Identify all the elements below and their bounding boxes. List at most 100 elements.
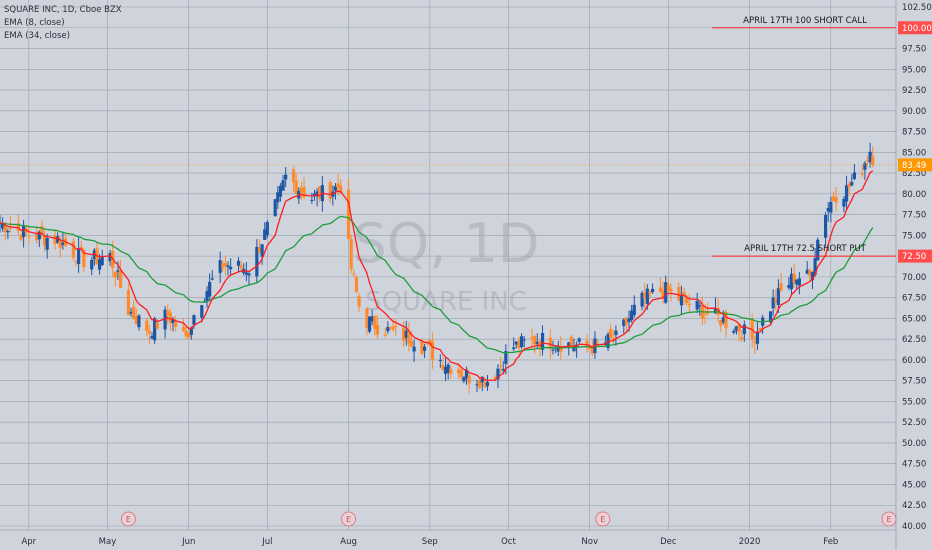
candle-body [559, 346, 563, 352]
candle-body [100, 256, 104, 266]
candle-body [449, 369, 453, 374]
candle-body [753, 341, 757, 343]
time-axis[interactable]: Apr May Jun Jul Aug Sep Oct Nov Dec 2020 Feb [0, 529, 896, 547]
price-tick-label: 87.50 [902, 128, 926, 138]
candle-body [56, 236, 60, 243]
price-axis[interactable]: 102.50 100.00 97.50 95.00 92.50 90.00 87.50 85.… [895, 0, 932, 550]
candle-body [721, 317, 725, 323]
candle-body [223, 262, 227, 266]
last-price-badge: 83.49 [898, 158, 932, 172]
candle-body [768, 311, 773, 323]
candle-body [263, 229, 267, 240]
candle-body [137, 315, 141, 328]
candle-body [53, 235, 57, 244]
time-tick-label: Sep [422, 537, 438, 547]
candle-body [205, 290, 209, 302]
candle-body [407, 331, 411, 344]
candle-body [538, 340, 542, 348]
ema-34-legend[interactable]: EMA (34, close) [4, 31, 70, 41]
candle-body [391, 326, 395, 330]
ema-8-legend[interactable]: EMA (8, close) [4, 18, 65, 28]
candle-body [651, 288, 655, 292]
candle-body [260, 244, 264, 257]
candle-body [724, 311, 728, 328]
candle-body [409, 341, 414, 347]
candle-body [441, 364, 445, 370]
candle-body [588, 346, 592, 349]
candle-body [734, 326, 739, 331]
time-tick-label: 2020 [739, 537, 761, 547]
candle-body [257, 248, 262, 253]
earnings-marker-label: E [346, 515, 351, 524]
level-annotation: APRIL 17TH 100 SHORT CALL [743, 16, 867, 26]
candle-body [155, 322, 159, 329]
candle-body [3, 224, 7, 233]
candle-body [174, 322, 178, 327]
price-tick-label: 85.00 [902, 148, 926, 158]
candle-body [134, 316, 138, 325]
candle-body [860, 173, 864, 175]
symbol-title[interactable]: SQUARE INC, 1D, Cboe BZX [4, 5, 122, 15]
earnings-marker[interactable]: E [881, 511, 897, 527]
candle-body [501, 368, 505, 371]
candle-body [496, 368, 500, 380]
earnings-marker[interactable]: E [595, 511, 611, 527]
candle-body [685, 297, 689, 303]
candle-body [221, 263, 225, 268]
candle-body [687, 303, 691, 306]
candle-body [352, 273, 356, 275]
candle-body [530, 336, 534, 339]
candle-body [630, 310, 634, 321]
candle-body [797, 278, 801, 286]
candle-body [519, 336, 524, 348]
candle-body [609, 328, 613, 338]
candle-body [42, 236, 47, 246]
candle-body [664, 282, 668, 303]
price-tick-label: 40.00 [902, 522, 926, 532]
candle-body [742, 324, 746, 335]
candle-body [336, 183, 340, 188]
ema-8-line [0, 170, 874, 381]
candle-body [669, 288, 673, 292]
candle-body [236, 260, 241, 266]
candle-body [166, 310, 170, 315]
candle-body [90, 260, 94, 270]
time-tick-label: Oct [501, 537, 516, 547]
candle-body [71, 241, 75, 258]
candle-body [713, 307, 718, 314]
candle-body [533, 336, 537, 345]
candle-body [464, 369, 469, 379]
candle-body [394, 326, 398, 328]
candle-body [153, 318, 157, 341]
candle-body [792, 273, 796, 283]
candle-body [844, 185, 849, 202]
candle-body [871, 156, 875, 165]
candle-body [74, 260, 78, 263]
price-tick-label: 55.00 [902, 397, 926, 407]
candle-body [218, 260, 222, 273]
candle-body [92, 250, 96, 260]
earnings-marker[interactable]: E [120, 511, 136, 527]
price-tick-label: 97.50 [902, 45, 926, 55]
candle-body [816, 239, 820, 261]
candle-body [813, 258, 817, 275]
time-tick-label: Jul [261, 537, 272, 547]
candle-body [467, 375, 471, 384]
candle-body [145, 320, 149, 331]
chart-grid [0, 0, 896, 530]
candle-body [373, 316, 377, 329]
candle-body [648, 291, 652, 294]
candle-body [210, 278, 214, 280]
price-tick-label: 57.50 [902, 377, 926, 387]
candle-body [852, 172, 857, 179]
earnings-marker[interactable]: E [341, 511, 357, 527]
candle-body [276, 192, 280, 203]
candle-body [45, 238, 49, 250]
candle-body [446, 364, 450, 373]
candle-body [365, 308, 369, 328]
ema-34-line [0, 215, 874, 354]
candle-body [865, 160, 870, 162]
candle-body [420, 341, 424, 355]
